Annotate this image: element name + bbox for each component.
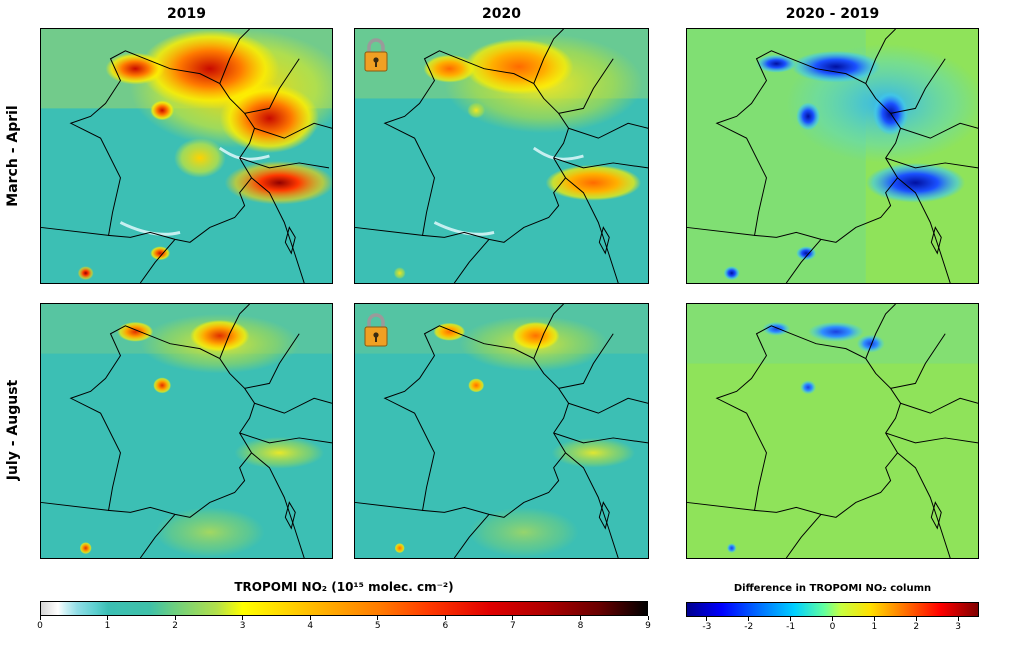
no2-heatmap-march-april-2019	[41, 29, 332, 283]
colorbar-tick-mark	[915, 617, 917, 621]
colorbar-tick-label: 1	[871, 622, 878, 632]
colorbar-tick-label: 3	[239, 621, 246, 631]
colorbar-tick-mark	[873, 617, 875, 621]
colorbar-tick-mark	[790, 617, 792, 621]
colorbar-tick-mark	[39, 616, 41, 620]
map-panel-march-april-2019	[40, 28, 333, 284]
colorbar-tick-label: -3	[702, 622, 712, 632]
lock-icon	[363, 37, 389, 73]
no2-heatmap-july-august-2020	[355, 304, 648, 558]
colorbar-diff-title: Difference in TROPOMI NO₂ column	[733, 583, 932, 594]
row-label-march-april: March - April	[5, 105, 21, 207]
colorbar-tick-mark	[512, 616, 514, 620]
no2-difference-heatmap-march-april	[687, 29, 978, 283]
map-panel-july-august-2019	[40, 303, 333, 559]
column-title-2020: 2020	[482, 6, 521, 22]
colorbar-tick-mark	[706, 617, 708, 621]
colorbar-tick-label: 2	[913, 622, 920, 632]
colorbar-tick-label: 0	[37, 621, 43, 631]
colorbar-diff	[686, 602, 979, 617]
colorbar-tick-label: 0	[829, 622, 836, 632]
column-title-2019: 2019	[167, 6, 206, 22]
colorbar-tick-mark	[647, 616, 649, 620]
no2-difference-heatmap-july-august	[687, 304, 978, 558]
map-panel-july-august-difference	[686, 303, 979, 559]
colorbar-tick-mark	[174, 616, 176, 620]
no2-heatmap-july-august-2019	[41, 304, 332, 558]
colorbar-tick-mark	[309, 616, 311, 620]
colorbar-tick-mark	[957, 617, 959, 621]
colorbar-tick-label: -2	[744, 622, 754, 632]
lock-icon	[363, 312, 389, 348]
colorbar-tick-label: 9	[645, 621, 651, 631]
row-label-july-august: July - August	[5, 379, 21, 481]
colorbar-tick-mark	[242, 616, 244, 620]
colorbar-tick-mark	[377, 616, 379, 620]
colorbar-tick-label: 1	[104, 621, 111, 631]
colorbar-tick-mark	[444, 616, 446, 620]
colorbar-tick-label: 7	[510, 621, 516, 631]
colorbar-tick-mark	[579, 616, 581, 620]
colorbar-tick-label: 3	[955, 622, 961, 632]
colorbar-tick-label: -1	[786, 622, 796, 632]
no2-heatmap-march-april-2020	[355, 29, 648, 283]
map-panel-july-august-2020	[354, 303, 649, 559]
colorbar-tick-mark	[107, 616, 109, 620]
map-panel-march-april-difference	[686, 28, 979, 284]
colorbar-tick-label: 4	[307, 621, 314, 631]
colorbar-tick-mark	[832, 617, 833, 621]
column-title-difference: 2020 - 2019	[785, 6, 880, 22]
colorbar-tick-label: 6	[442, 621, 449, 631]
colorbar-tick-label: 2	[172, 621, 178, 631]
colorbar-tick-mark	[748, 617, 750, 621]
map-panel-march-april-2020	[354, 28, 649, 284]
colorbar-main-title: TROPOMI NO₂ (10¹⁵ molec. cm⁻²)	[234, 580, 454, 594]
colorbar-tick-label: 8	[577, 621, 584, 631]
colorbar-tick-label: 5	[374, 621, 381, 631]
colorbar-main	[40, 601, 648, 616]
